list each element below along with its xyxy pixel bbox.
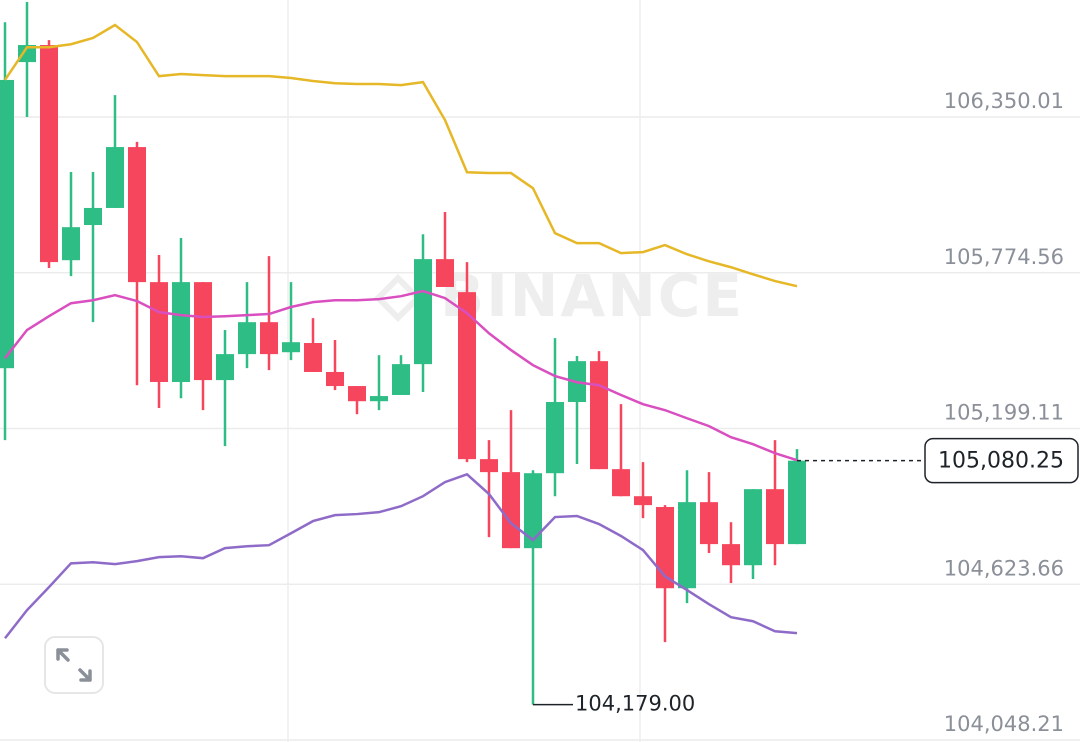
candle-body bbox=[216, 354, 234, 381]
candle-body bbox=[480, 459, 498, 473]
candle-body bbox=[238, 322, 256, 355]
last-price-box bbox=[924, 437, 1079, 484]
y-tick-label: 105,774.56 bbox=[944, 245, 1064, 269]
y-tick-label: 104,048.21 bbox=[944, 712, 1064, 736]
candle-body bbox=[62, 227, 80, 261]
candle-body bbox=[722, 544, 740, 566]
candle-body bbox=[612, 469, 630, 497]
expand-button[interactable] bbox=[44, 636, 104, 694]
candle-body bbox=[458, 292, 476, 460]
candle-body bbox=[392, 364, 410, 395]
candle-body bbox=[744, 489, 762, 566]
candle-body bbox=[260, 322, 278, 355]
y-tick-label: 105,199.11 bbox=[944, 401, 1064, 425]
candle-body bbox=[436, 259, 454, 287]
high-label: 106,774.87 bbox=[67, 0, 187, 1]
candle-body bbox=[194, 282, 212, 381]
band-line bbox=[4, 472, 798, 640]
candle-body bbox=[18, 45, 36, 63]
low-label: 104,179.00 bbox=[575, 692, 695, 716]
candle-body bbox=[656, 507, 674, 589]
candle-body bbox=[84, 207, 102, 226]
candle-body bbox=[0, 79, 14, 369]
y-tick-label: 104,623.66 bbox=[944, 556, 1064, 580]
candle-body bbox=[678, 502, 696, 589]
band-line bbox=[3, 23, 798, 288]
candle-body bbox=[128, 147, 146, 283]
candle-body bbox=[150, 282, 168, 382]
candle-body bbox=[172, 282, 190, 382]
candle-body bbox=[766, 489, 784, 545]
candle-body bbox=[700, 502, 718, 545]
candle-body bbox=[590, 361, 608, 470]
candle-body bbox=[304, 343, 322, 372]
candle-body bbox=[348, 386, 366, 402]
candle-body bbox=[634, 496, 652, 506]
candle-body bbox=[502, 472, 520, 549]
candle-body bbox=[524, 473, 542, 549]
last-price-label: 105,080.25 bbox=[938, 449, 1064, 474]
candle-body bbox=[788, 460, 806, 545]
candle-body bbox=[282, 342, 300, 353]
candle-body bbox=[414, 259, 432, 365]
band-line bbox=[4, 289, 798, 462]
y-tick-label: 106,350.01 bbox=[944, 89, 1064, 113]
candle-body bbox=[40, 45, 58, 263]
candle-body bbox=[546, 402, 564, 474]
candle-body bbox=[326, 371, 344, 387]
candle-body bbox=[106, 147, 124, 208]
candle-body bbox=[370, 396, 388, 402]
watermark-logo bbox=[373, 273, 423, 323]
